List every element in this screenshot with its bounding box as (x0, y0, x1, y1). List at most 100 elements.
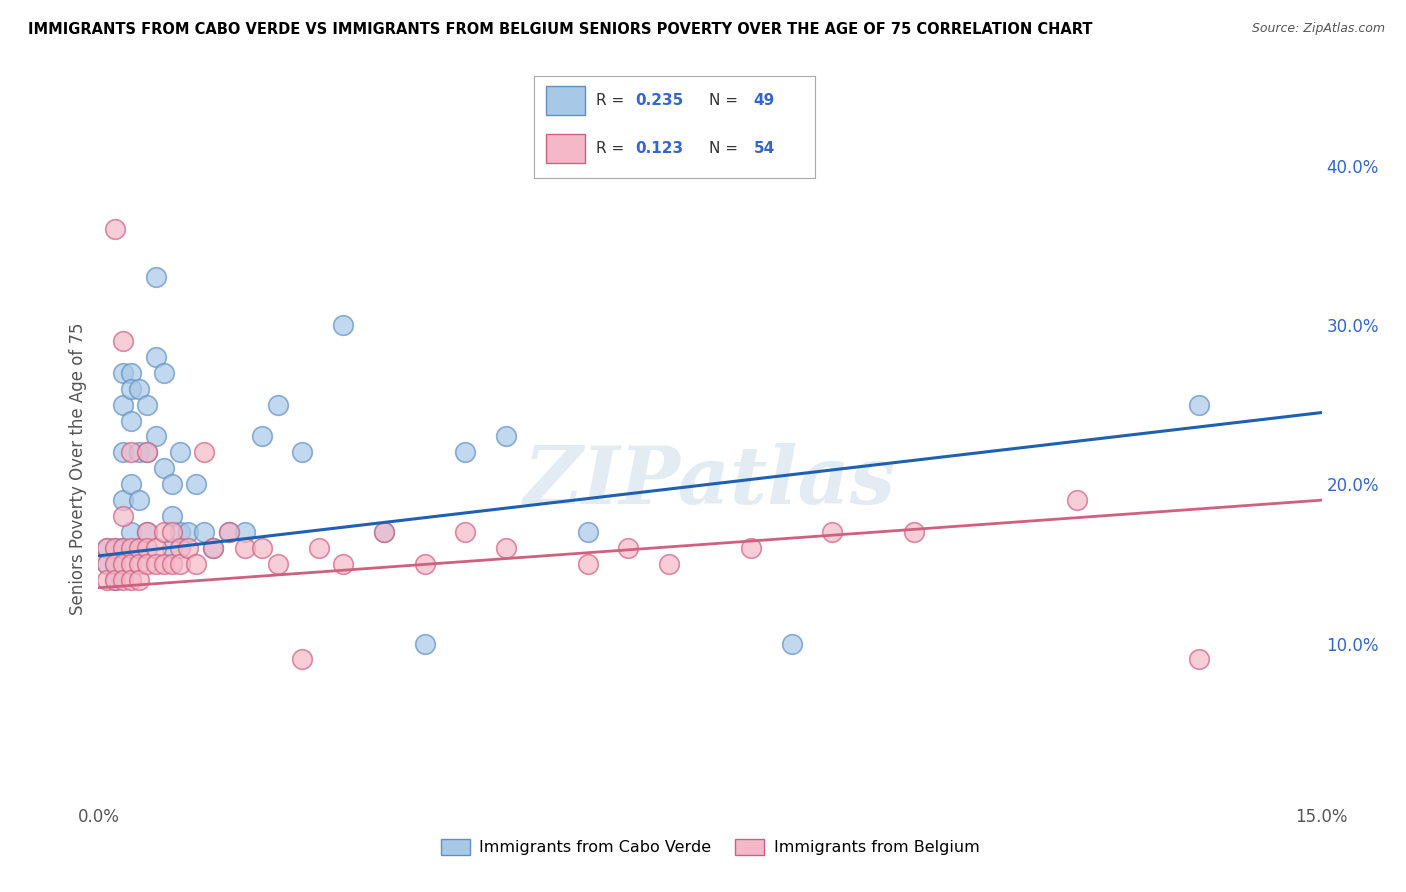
Point (104, 222, 127, 236)
Point (413, 636, 436, 650)
Point (218, 524, 240, 539)
Point (104, 573, 127, 587)
Point (267, 398, 290, 412)
Point (152, 524, 174, 539)
Point (193, 445, 215, 459)
Point (128, 445, 150, 459)
Point (128, 541, 150, 555)
Point (186, 477, 208, 491)
Point (136, 524, 159, 539)
Point (186, 557, 208, 571)
Point (177, 524, 200, 539)
Point (120, 557, 142, 571)
Point (250, 541, 273, 555)
Point (128, 382, 150, 396)
Point (136, 557, 159, 571)
Text: IMMIGRANTS FROM CABO VERDE VS IMMIGRANTS FROM BELGIUM SENIORS POVERTY OVER THE A: IMMIGRANTS FROM CABO VERDE VS IMMIGRANTS… (28, 22, 1092, 37)
Point (576, 524, 599, 539)
Point (104, 557, 127, 571)
Point (120, 524, 142, 539)
Point (152, 557, 174, 571)
Point (136, 445, 159, 459)
Point (903, 524, 925, 539)
Point (373, 524, 395, 539)
Point (111, 541, 134, 555)
Point (96, 541, 118, 555)
Point (96, 557, 118, 571)
Point (128, 557, 150, 571)
Point (495, 429, 517, 443)
Point (152, 366, 174, 380)
Point (96, 557, 118, 571)
Y-axis label: Seniors Poverty Over the Age of 75: Seniors Poverty Over the Age of 75 (69, 322, 87, 615)
Point (233, 541, 256, 555)
Bar (546, 87, 585, 115)
Point (111, 493, 134, 508)
Point (267, 557, 290, 571)
Text: Source: ZipAtlas.com: Source: ZipAtlas.com (1251, 22, 1385, 36)
Text: 54: 54 (754, 141, 775, 156)
Text: 0.235: 0.235 (636, 93, 683, 108)
Point (177, 541, 200, 555)
Point (111, 557, 134, 571)
Point (136, 445, 159, 459)
Point (111, 445, 134, 459)
Point (96, 573, 118, 587)
Point (152, 461, 174, 475)
Point (250, 429, 273, 443)
Point (821, 524, 844, 539)
Point (111, 541, 134, 555)
Point (193, 524, 215, 539)
Point (136, 398, 159, 412)
Point (120, 413, 142, 427)
Point (201, 541, 224, 555)
Point (308, 541, 330, 555)
Point (145, 429, 167, 443)
Point (120, 445, 142, 459)
Point (96, 541, 118, 555)
Point (454, 524, 477, 539)
Point (495, 541, 517, 555)
Point (169, 524, 191, 539)
Point (120, 573, 142, 587)
Point (1066, 493, 1088, 508)
Point (160, 509, 183, 524)
Point (104, 573, 127, 587)
Point (136, 524, 159, 539)
Point (111, 366, 134, 380)
Point (111, 334, 134, 348)
Point (111, 573, 134, 587)
Point (145, 270, 167, 285)
Point (658, 557, 681, 571)
Point (233, 524, 256, 539)
Point (291, 652, 314, 666)
Point (413, 557, 436, 571)
Point (104, 541, 127, 555)
Point (104, 541, 127, 555)
Point (120, 477, 142, 491)
Point (160, 557, 183, 571)
Point (201, 541, 224, 555)
Point (160, 541, 183, 555)
Point (145, 350, 167, 364)
Point (111, 509, 134, 524)
Point (291, 445, 314, 459)
Point (128, 573, 150, 587)
Point (120, 382, 142, 396)
Bar (546, 135, 585, 163)
Point (1188, 398, 1211, 412)
Point (740, 541, 762, 555)
Point (332, 557, 354, 571)
Text: N =: N = (709, 141, 742, 156)
Point (145, 541, 167, 555)
Point (454, 445, 477, 459)
Text: R =: R = (596, 93, 630, 108)
Point (169, 541, 191, 555)
Point (111, 398, 134, 412)
Point (218, 524, 240, 539)
Point (160, 477, 183, 491)
Point (136, 541, 159, 555)
Point (120, 541, 142, 555)
Point (160, 524, 183, 539)
Point (373, 524, 395, 539)
